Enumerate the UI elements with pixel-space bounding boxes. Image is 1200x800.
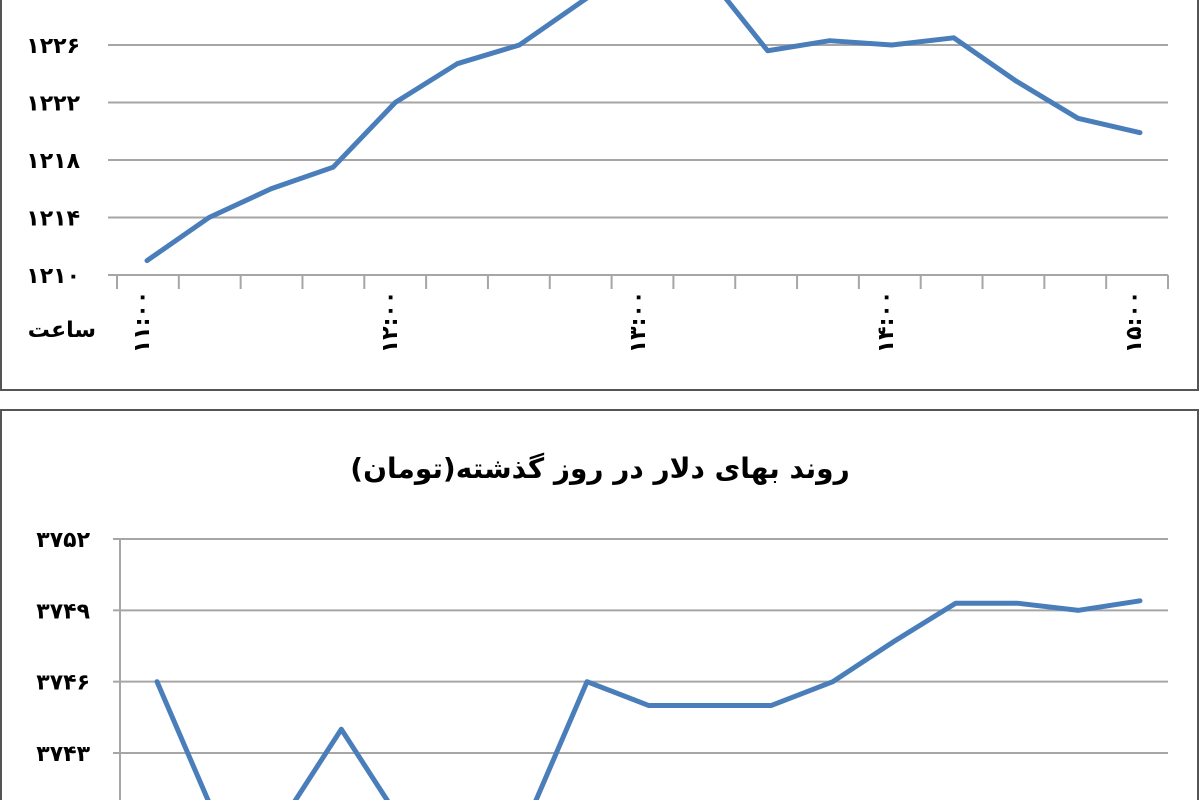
chart2-y-tick-label: ۳۷۴۹ bbox=[36, 599, 90, 624]
chart1-frame bbox=[0, 0, 1199, 391]
chart2-y-axis: ۳۷۴۳ ۳۷۴۶ ۳۷۴۹ ۳۷۵۲ bbox=[36, 528, 120, 767]
chart2-y-tick-label: ۳۷۴۳ bbox=[36, 742, 90, 767]
chart1-x-tick-label: ۱۵:۰۰ bbox=[1122, 291, 1147, 354]
chart2-series bbox=[154, 598, 1143, 800]
chart1-x-ticks: ۱۱:۰۰ ۱۲:۰۰ ۱۳:۰۰ ۱۴:۰۰ ۱۵:۰۰ bbox=[130, 291, 1147, 354]
chart1-y-axis: ۱۲۱۰ ۱۲۱۴ ۱۲۱۸ ۱۲۲۲ ۱۲۲۶ bbox=[26, 34, 115, 289]
chart1-series bbox=[144, 0, 1143, 264]
chart1-x-tick-label: ۱۴:۰۰ bbox=[874, 291, 899, 354]
chart1-y-tick-label: ۱۲۲۲ bbox=[26, 92, 80, 117]
chart1-x-axis bbox=[115, 274, 1169, 289]
chart1-y-tick-label: ۱۲۱۰ bbox=[26, 264, 80, 289]
chart2-series-line bbox=[154, 598, 1143, 800]
chart2-y-tick-label: ۳۷۵۲ bbox=[36, 528, 90, 553]
chart1-series-line bbox=[144, 0, 1143, 264]
chart1-y-tick-label: ۱۲۲۶ bbox=[26, 34, 80, 59]
chart2-gridlines bbox=[119, 538, 1168, 800]
chart1-gridlines bbox=[115, 44, 1168, 219]
chart1-x-axis-label: ساعت bbox=[28, 318, 96, 343]
chart2-y-tick-label: ۳۷۴۶ bbox=[36, 671, 90, 696]
chart1-x-tick-label: ۱۲:۰۰ bbox=[378, 291, 403, 354]
chart2-title: روند بهای دلار در روز گذشته(تومان) bbox=[350, 452, 849, 485]
chart1-x-tick-label: ۱۳:۰۰ bbox=[626, 291, 651, 354]
chart1-y-tick-label: ۱۲۱۴ bbox=[26, 207, 80, 232]
chart1-x-tick-label: ۱۱:۰۰ bbox=[130, 291, 155, 354]
chart1-y-tick-label: ۱۲۱۸ bbox=[26, 149, 80, 174]
